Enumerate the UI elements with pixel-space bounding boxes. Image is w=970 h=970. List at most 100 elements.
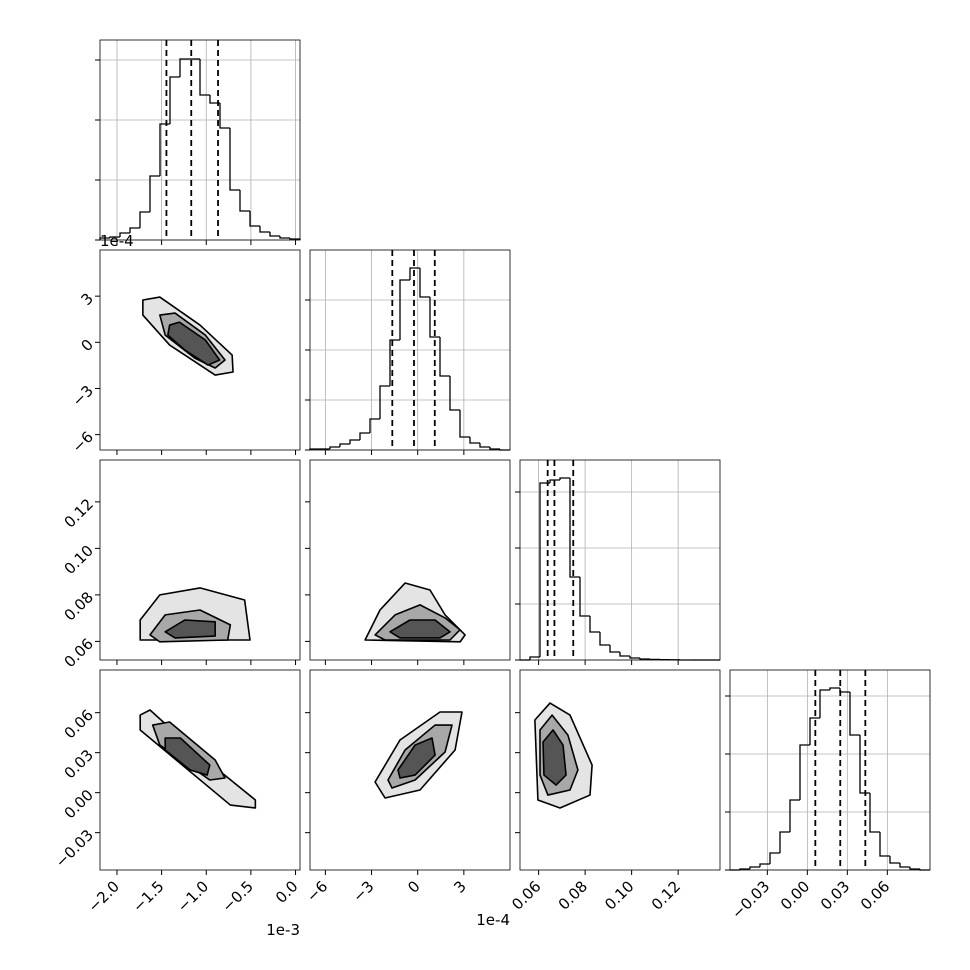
x-tick-label: 0.06	[508, 877, 544, 913]
histogram-bin	[409, 267, 420, 280]
x-tick-label: −0.5	[218, 877, 256, 915]
y-tick-label: −3	[69, 382, 97, 410]
histogram-bin	[769, 852, 780, 864]
histogram-bin	[119, 232, 130, 237]
y-tick-label: 0	[78, 336, 97, 355]
histogram-bin	[199, 59, 210, 96]
histogram-bin	[399, 279, 410, 340]
histogram-bin	[859, 735, 870, 794]
histogram-bin	[799, 744, 810, 800]
histogram-bin	[889, 856, 900, 864]
histogram-bin	[629, 656, 640, 659]
x-tick-label: 0.03	[817, 877, 853, 913]
histogram-bin	[809, 717, 820, 745]
x-tick-label: −0.03	[728, 877, 773, 922]
x-tick-label: 0.10	[601, 877, 637, 913]
histogram-bin	[389, 339, 400, 386]
histogram-bin	[759, 863, 770, 867]
histogram-bin	[339, 443, 350, 447]
histogram-bin	[429, 297, 440, 338]
density-contour	[389, 619, 451, 639]
density-contour	[164, 737, 211, 776]
histogram-bin	[559, 477, 570, 480]
histogram-bin	[479, 443, 490, 448]
histogram-bin	[279, 236, 290, 239]
y-tick-label: 0.10	[61, 542, 97, 578]
histogram-bin	[589, 616, 600, 633]
panel-frame	[99, 39, 301, 241]
histogram-bin	[209, 95, 220, 104]
histogram-bin	[359, 432, 370, 440]
histogram-bin	[909, 867, 920, 870]
histogram-bin	[219, 103, 230, 129]
x-tick-label: 0.06	[857, 877, 893, 913]
y-tick-label: 0.00	[61, 786, 97, 822]
panel-frame	[309, 669, 511, 871]
histogram-bin	[169, 76, 180, 124]
density-contour	[164, 619, 216, 639]
histogram-bin	[619, 652, 630, 657]
histogram-bin	[109, 236, 120, 238]
histogram-bin	[259, 226, 270, 233]
x-offset-label: 1e-3	[266, 921, 300, 939]
y-tick-label: 0.12	[61, 495, 97, 531]
histogram-bin	[639, 658, 650, 660]
x-tick-label: 0	[404, 877, 423, 896]
panel-frame	[309, 459, 511, 661]
histogram-bin	[539, 482, 550, 657]
histogram-bin	[879, 832, 890, 857]
histogram-bin	[489, 447, 500, 450]
histogram-bin	[449, 376, 460, 411]
x-tick-label: −6	[303, 877, 331, 905]
x-offset-label: 1e-4	[476, 911, 510, 929]
x-tick-label: 0.12	[648, 877, 684, 913]
histogram-bin	[789, 799, 800, 832]
histogram-bin	[579, 577, 590, 617]
density-contour	[397, 737, 436, 779]
histogram-bin	[849, 692, 860, 736]
histogram-bin	[749, 866, 760, 869]
histogram-bin	[899, 863, 910, 868]
histogram-bin	[229, 128, 240, 191]
panel-frame	[99, 249, 301, 451]
panel-frame	[309, 249, 511, 451]
histogram-bin	[249, 211, 260, 227]
histogram-bin	[569, 478, 580, 578]
panel-frame	[99, 459, 301, 661]
y-tick-label: 0.08	[61, 588, 97, 624]
histogram-bin	[779, 831, 790, 853]
y-tick-label: 0.06	[61, 706, 97, 742]
histogram-bin	[819, 689, 830, 718]
panel-frame	[729, 669, 931, 871]
histogram-bin	[459, 410, 470, 438]
histogram-bin	[139, 211, 150, 228]
histogram-bin	[529, 656, 540, 660]
histogram-bin	[239, 190, 250, 212]
histogram-bin	[609, 645, 620, 653]
histogram-bin	[869, 793, 880, 833]
panel-frame	[519, 669, 721, 871]
histogram-bin	[369, 418, 380, 433]
histogram-bin	[349, 439, 360, 444]
x-tick-label: −2.0	[84, 877, 122, 915]
histogram-bin	[599, 632, 610, 646]
histogram-bin	[419, 268, 430, 298]
panel-frame	[99, 669, 301, 871]
histogram-bin	[839, 688, 850, 693]
histogram-bin	[129, 227, 140, 233]
x-tick-label: 3	[450, 877, 469, 896]
histogram-bin	[379, 385, 390, 419]
histogram-bin	[469, 437, 480, 444]
histogram-bin	[179, 58, 190, 77]
y-tick-label: 0.06	[61, 635, 97, 671]
x-tick-label: 0.0	[272, 877, 302, 907]
panel-frame	[519, 459, 721, 661]
x-tick-label: −1.0	[174, 877, 212, 915]
x-tick-label: −1.5	[129, 877, 167, 915]
density-contour	[167, 321, 221, 366]
histogram-bin	[439, 337, 450, 377]
y-offset-label: 1e-4	[100, 232, 134, 250]
histogram-bin	[549, 479, 560, 483]
histogram-bin	[269, 232, 280, 237]
